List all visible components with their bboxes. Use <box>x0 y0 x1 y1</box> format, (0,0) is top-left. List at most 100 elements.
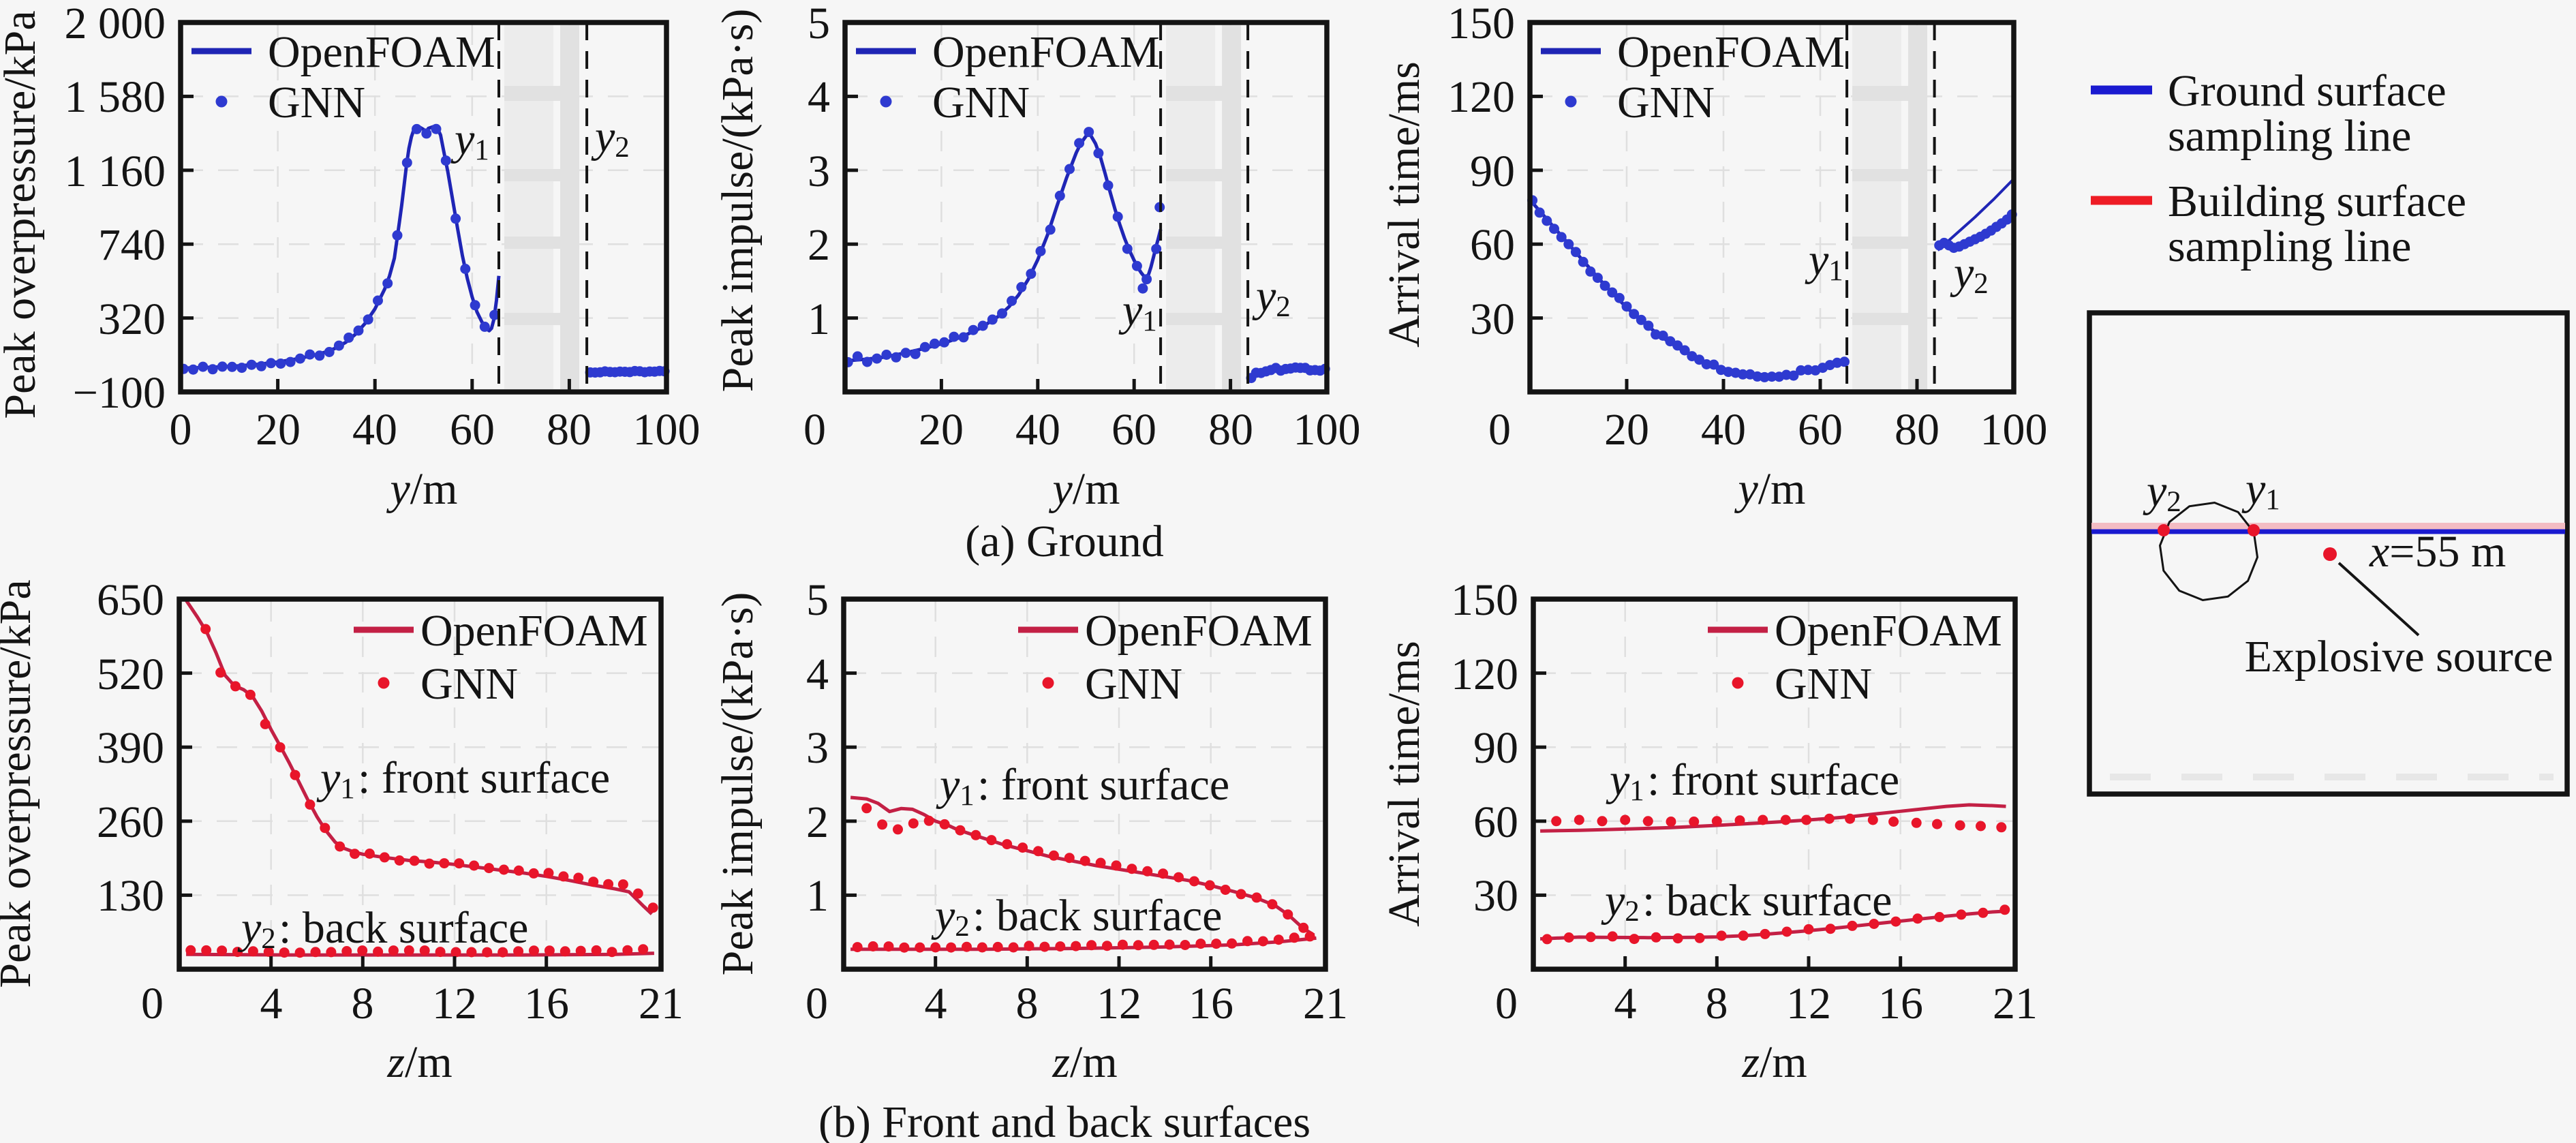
svg-text:y2: y2 <box>591 112 630 164</box>
svg-text:90: 90 <box>1473 723 1518 773</box>
svg-text:8: 8 <box>1016 979 1039 1028</box>
svg-text:12: 12 <box>1097 979 1141 1028</box>
svg-text:60: 60 <box>1473 797 1518 847</box>
svg-text:390: 390 <box>97 723 164 773</box>
svg-text:y2: y2 <box>237 903 276 955</box>
svg-text:GNN: GNN <box>1085 659 1182 709</box>
svg-text:OpenFOAM: OpenFOAM <box>932 27 1160 77</box>
svg-text:4: 4 <box>1614 979 1637 1028</box>
svg-text:80: 80 <box>547 405 592 455</box>
svg-text:21: 21 <box>1993 979 2038 1028</box>
svg-text:: back surface: : back surface <box>972 891 1222 941</box>
svg-text:: front surface: : front surface <box>977 760 1229 810</box>
svg-text:x=55 m: x=55 m <box>2369 527 2506 577</box>
svg-text:y2: y2 <box>1601 876 1640 928</box>
svg-text:Peak overpressure/kPa: Peak overpressure/kPa <box>0 579 40 988</box>
svg-text:sampling line: sampling line <box>2168 111 2411 161</box>
svg-text:100: 100 <box>1293 405 1361 455</box>
svg-text:150: 150 <box>1447 0 1515 48</box>
svg-text:150: 150 <box>1451 575 1518 625</box>
svg-text:20: 20 <box>919 405 964 455</box>
svg-text:16: 16 <box>1189 979 1233 1028</box>
svg-text:y/m: y/m <box>1049 464 1120 514</box>
svg-text:4: 4 <box>808 72 830 122</box>
svg-text:(a) Ground: (a) Ground <box>965 517 1163 566</box>
svg-text:GNN: GNN <box>932 78 1030 127</box>
svg-text:2: 2 <box>808 220 830 270</box>
svg-text:4: 4 <box>925 979 947 1028</box>
svg-text:: front surface: : front surface <box>358 753 610 803</box>
svg-text:2: 2 <box>806 797 829 847</box>
svg-text:Explosive source: Explosive source <box>2245 632 2554 682</box>
svg-text:y1: y1 <box>2241 464 2280 516</box>
svg-text:60: 60 <box>450 405 495 455</box>
svg-text:1 160: 1 160 <box>65 147 166 196</box>
svg-text:12: 12 <box>1786 979 1831 1028</box>
svg-text:21: 21 <box>639 979 684 1028</box>
svg-text:16: 16 <box>1878 979 1923 1028</box>
svg-text:0: 0 <box>1488 405 1511 455</box>
svg-text:740: 740 <box>98 220 166 270</box>
svg-text:y1: y1 <box>936 760 975 812</box>
svg-text:130: 130 <box>97 871 164 921</box>
svg-text:320: 320 <box>98 294 166 344</box>
svg-text:Ground surface: Ground surface <box>2168 66 2447 116</box>
svg-text:y1: y1 <box>1118 286 1157 337</box>
svg-text:16: 16 <box>524 979 569 1028</box>
svg-text:GNN: GNN <box>1775 659 1872 709</box>
svg-text:OpenFOAM: OpenFOAM <box>420 606 648 656</box>
svg-text:OpenFOAM: OpenFOAM <box>1617 27 1845 77</box>
svg-text:3: 3 <box>806 723 829 773</box>
svg-text:Building surface: Building surface <box>2168 177 2466 226</box>
svg-text:Peak impulse/(kPa·s): Peak impulse/(kPa·s) <box>713 9 763 393</box>
svg-text:60: 60 <box>1798 405 1843 455</box>
svg-text:OpenFOAM: OpenFOAM <box>1775 606 2002 656</box>
svg-text:0: 0 <box>170 405 192 455</box>
svg-text:0: 0 <box>1495 979 1518 1028</box>
svg-text:12: 12 <box>432 979 477 1028</box>
svg-text:(b) Front and back surfaces: (b) Front and back surfaces <box>818 1097 1310 1143</box>
svg-text:y/m: y/m <box>386 464 458 514</box>
svg-text:90: 90 <box>1470 147 1515 196</box>
svg-text:: back surface: : back surface <box>1642 876 1892 926</box>
svg-text:2 000: 2 000 <box>65 0 166 48</box>
svg-text:Peak overpressure/kPa: Peak overpressure/kPa <box>0 10 45 418</box>
svg-text:40: 40 <box>1701 405 1746 455</box>
svg-text:1: 1 <box>808 294 830 344</box>
svg-text:: back surface: : back surface <box>279 903 528 953</box>
svg-text:40: 40 <box>1015 405 1060 455</box>
svg-text:0: 0 <box>141 979 164 1028</box>
svg-text:120: 120 <box>1451 650 1518 699</box>
svg-text:y2: y2 <box>1950 248 1989 300</box>
svg-text:y/m: y/m <box>1734 464 1806 514</box>
svg-text:8: 8 <box>352 979 374 1028</box>
svg-text:260: 260 <box>97 797 164 847</box>
svg-text:5: 5 <box>808 0 830 48</box>
svg-text:GNN: GNN <box>268 78 365 127</box>
svg-text:8: 8 <box>1706 979 1728 1028</box>
svg-text:−100: −100 <box>73 368 166 418</box>
svg-text:20: 20 <box>1604 405 1649 455</box>
svg-text:Peak impulse/(kPa·s): Peak impulse/(kPa·s) <box>713 592 763 976</box>
svg-text:60: 60 <box>1470 220 1515 270</box>
svg-text:100: 100 <box>1980 405 2048 455</box>
svg-text:y2: y2 <box>931 891 970 943</box>
svg-text:: front surface: : front surface <box>1647 755 1899 805</box>
svg-text:y1: y1 <box>316 753 355 805</box>
svg-text:80: 80 <box>1895 405 1939 455</box>
svg-text:y2: y2 <box>1252 271 1291 323</box>
svg-text:y1: y1 <box>1805 235 1843 287</box>
svg-text:z/m: z/m <box>1052 1037 1117 1087</box>
svg-text:0: 0 <box>803 405 826 455</box>
svg-text:y1: y1 <box>450 115 489 166</box>
svg-text:21: 21 <box>1303 979 1348 1028</box>
svg-text:80: 80 <box>1208 405 1253 455</box>
svg-text:z/m: z/m <box>1741 1037 1807 1087</box>
svg-text:3: 3 <box>808 147 830 196</box>
svg-text:1: 1 <box>806 871 829 921</box>
svg-text:5: 5 <box>806 575 829 625</box>
svg-text:520: 520 <box>97 650 164 699</box>
svg-text:sampling line: sampling line <box>2168 222 2411 271</box>
svg-text:y1: y1 <box>1606 755 1644 807</box>
svg-text:100: 100 <box>633 405 701 455</box>
